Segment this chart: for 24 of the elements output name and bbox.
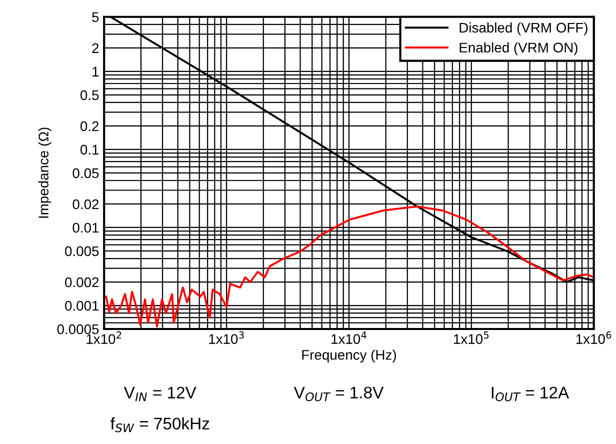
y-tick-label: 0.005 xyxy=(65,246,99,256)
y-tick-label: 0.001 xyxy=(65,300,99,311)
text: I$_{OUT}$ = 12A xyxy=(492,386,570,402)
y-tick-label: 0.01 xyxy=(72,222,99,233)
legend-label: Disabled (VRM OFF) xyxy=(460,22,588,36)
x-tick-label: 1x10$^{4}$ xyxy=(332,331,366,344)
y-tick-label: 2 xyxy=(92,43,99,53)
y-axis-title: Impedance (Ω) xyxy=(38,128,52,218)
y-tick-label: 0.1 xyxy=(80,144,99,155)
x-tick-label: 1x10$^{6}$ xyxy=(576,331,612,344)
x-tick-label: 1x10$^{3}$ xyxy=(209,331,244,344)
legend-label: Enabled (VRM ON) xyxy=(460,42,578,56)
text: f$_{SW}$ = 750kHz xyxy=(110,417,210,432)
y-tick-label: 0.02 xyxy=(72,199,99,210)
y-tick-label: 1 xyxy=(92,66,99,76)
text: V$_{OUT}$ = 1.8V xyxy=(294,386,384,402)
y-tick-label: 0.5 xyxy=(80,90,99,100)
x-axis-title: Frequency (Hz) xyxy=(302,350,396,363)
text: V$_{IN}$ = 12V xyxy=(124,386,196,402)
y-tick-label: 0.2 xyxy=(80,121,99,132)
y-tick-label: 0.05 xyxy=(72,168,99,178)
x-tick-label: 1x10$^{5}$ xyxy=(454,331,489,344)
y-tick-label: 0.002 xyxy=(65,277,99,288)
y-tick-label: 5 xyxy=(92,12,99,22)
